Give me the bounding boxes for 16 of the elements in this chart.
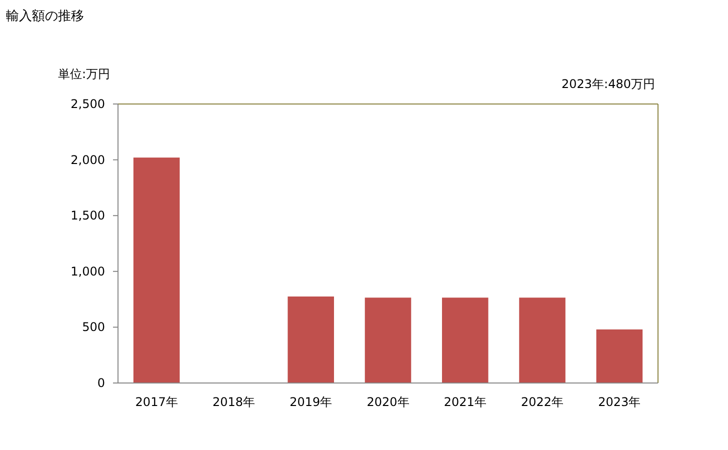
x-tick-label: 2020年 — [366, 395, 410, 409]
x-tick-label: 2023年 — [598, 395, 641, 409]
x-tick-label: 2022年 — [521, 395, 564, 409]
text: 単位:万円 — [58, 67, 110, 81]
y-tick-label: 500 — [82, 320, 105, 334]
y-tick-label: 2,500 — [70, 97, 105, 111]
y-tick-label: 0 — [97, 376, 105, 390]
x-tick-label: 2017年 — [135, 395, 178, 409]
text: 2023年:480万円 — [562, 77, 655, 91]
y-tick-label: 2,000 — [70, 152, 105, 167]
title: 輸入額の推移 — [6, 9, 84, 24]
x-tick-label: 2021年 — [444, 395, 486, 409]
y-tick-label: 1,000 — [70, 264, 105, 278]
x-tick-label: 2019年 — [290, 395, 332, 409]
x-tick-label: 2018年 — [212, 395, 255, 409]
y-tick-label: 1,500 — [70, 208, 105, 223]
